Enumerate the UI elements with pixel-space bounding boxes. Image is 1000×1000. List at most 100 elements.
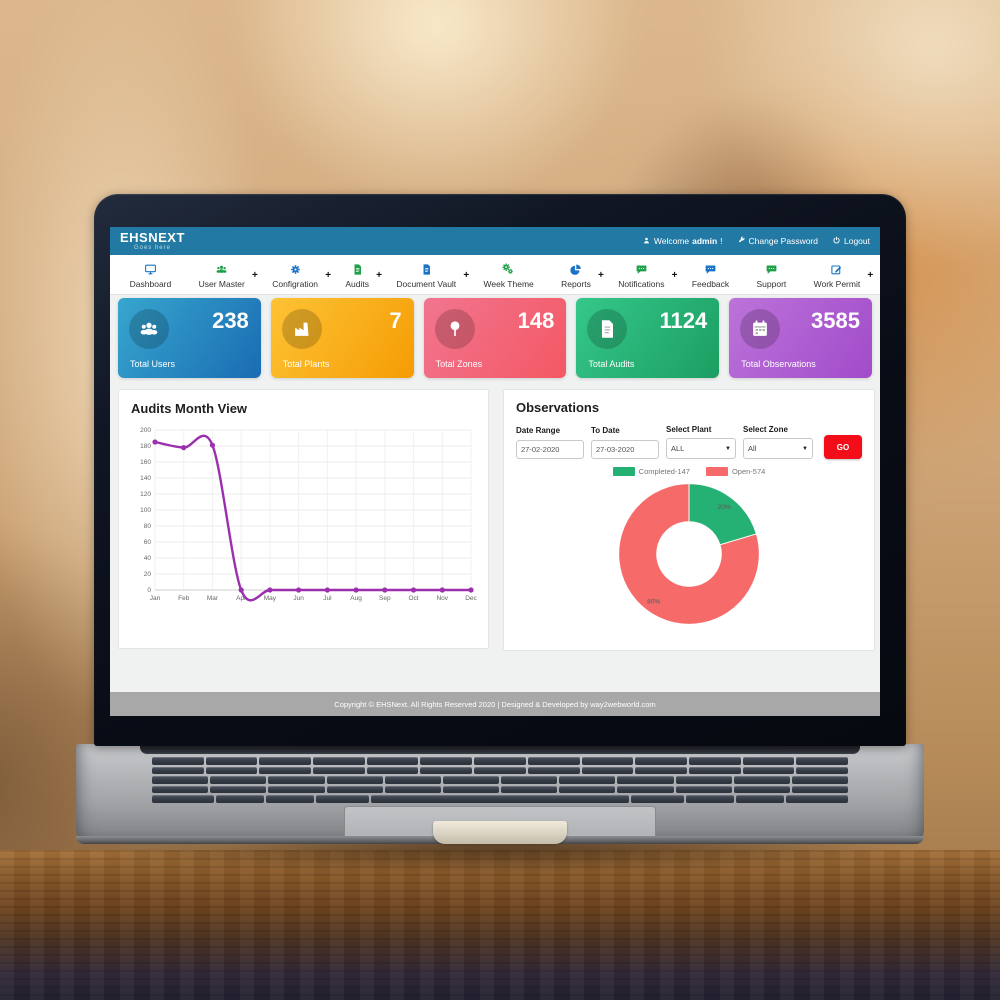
card-label: Total Zones (435, 359, 483, 369)
chat-icon (704, 263, 717, 277)
zone-select-value: All (748, 444, 757, 453)
card-label: Total Observations (741, 359, 816, 369)
date-range-input[interactable] (516, 440, 584, 459)
keyboard-key (216, 795, 265, 803)
chat-icon (635, 263, 648, 277)
nav-item-audits[interactable]: Audits + (337, 261, 382, 289)
footer-text: Copyright © EHSNext. All Rights Reserved… (334, 699, 656, 709)
calendar-icon (740, 309, 781, 349)
username: admin (692, 236, 718, 246)
keyboard-row (152, 795, 848, 803)
nav-item-user-master[interactable]: User Master + (191, 261, 258, 289)
chevron-down-icon: ▼ (802, 445, 808, 452)
svg-text:20: 20 (144, 571, 152, 578)
chevron-down-icon: ▼ (725, 445, 731, 452)
observations-panel: Observations Date Range To Date (503, 389, 875, 651)
legend-item: Completed-147 (612, 467, 690, 476)
nav-item-feedback[interactable]: Feedback (684, 261, 737, 289)
keyboard-key (501, 785, 558, 794)
welcome-suffix: ! (720, 236, 723, 246)
keyboard-key (617, 776, 674, 784)
keyboard-key (733, 785, 790, 794)
change-password-link[interactable]: Change Password (737, 236, 818, 247)
stat-card-total-zones: 148 Total Zones (423, 298, 567, 378)
svg-text:80%: 80% (647, 599, 660, 606)
keyboard-key (384, 776, 441, 784)
nav-item-dashboard[interactable]: Dashboard (122, 261, 180, 289)
plus-indicator: + (671, 269, 678, 281)
keyboard-key (527, 766, 580, 775)
stat-card-total-plants: 7 Total Plants (270, 298, 414, 378)
keyboard-key (313, 766, 365, 775)
nav-item-label: Dashboard (129, 278, 172, 289)
keyboard-key (326, 785, 383, 794)
keyboard-key (742, 757, 795, 765)
laptop-keyboard (152, 757, 849, 803)
svg-text:100: 100 (140, 507, 151, 514)
nav-item-document-vault[interactable]: Document Vault + (388, 261, 469, 289)
welcome-text: Welcome (653, 236, 690, 246)
stat-cards-row: 238 Total Users 7 Total Plants 148 Total Zone… (118, 298, 872, 378)
card-label: Total Users (130, 359, 176, 369)
go-button[interactable]: GO (824, 435, 862, 459)
keyboard-key (791, 785, 849, 794)
keyboard-key (581, 757, 634, 765)
plus-indicator: + (325, 269, 332, 281)
nav-item-notifications[interactable]: Notifications + (610, 261, 678, 289)
keyboard-key (210, 776, 267, 784)
to-date-label: To Date (591, 426, 620, 435)
change-password-label: Change Password (748, 236, 818, 246)
keyboard-key (527, 757, 580, 765)
keyboard-key (326, 776, 383, 784)
keyboard-key (384, 785, 441, 794)
select-plant-field: Select Plant ALL ▼ (666, 425, 736, 459)
plus-indicator: + (463, 269, 470, 281)
card-value: 1124 (659, 308, 708, 333)
brand-tagline: Goes here (133, 245, 171, 251)
keyboard-key (210, 785, 267, 794)
nav-item-label: Support (756, 278, 787, 289)
nav-item-work-permit[interactable]: Work Permit + (806, 261, 873, 289)
keyboard-key (259, 757, 312, 765)
welcome-user: Welcome admin ! (642, 236, 723, 247)
brand-name: EHSNEXT (120, 230, 185, 245)
keyboard-key (259, 766, 312, 775)
svg-text:Nov: Nov (436, 595, 448, 602)
svg-text:Feb: Feb (178, 595, 190, 602)
keyboard-key (152, 776, 209, 784)
keyboard-key (791, 776, 849, 784)
keyboard-key (675, 776, 732, 784)
nav-item-label: Configration (272, 278, 319, 289)
keyboard-key (205, 766, 258, 775)
svg-text:Apr: Apr (236, 595, 247, 602)
select-zone-field: Select Zone All ▼ (743, 425, 813, 459)
keyboard-key (152, 766, 204, 775)
svg-text:Sep: Sep (379, 595, 391, 602)
plant-select[interactable]: ALL ▼ (666, 438, 736, 459)
logout-link[interactable]: Logout (832, 236, 870, 247)
svg-text:Dec: Dec (465, 595, 477, 602)
nav-item-support[interactable]: Support (749, 261, 795, 289)
svg-text:140: 140 (140, 475, 151, 482)
keyboard-key (266, 795, 315, 803)
pie-chart-icon (569, 263, 582, 277)
nav-item-reports[interactable]: Reports + (553, 261, 604, 289)
audits-month-view-panel: Audits Month View 0 20 40 60 80 100 120 140 160 1… (118, 389, 489, 649)
nav-item-label: Reports (561, 278, 591, 289)
nav-item-label: User Master (198, 278, 245, 289)
factory-icon (281, 309, 322, 349)
keyboard-key (420, 766, 473, 775)
keyboard-key (796, 766, 848, 775)
keyboard-key (785, 795, 848, 803)
keyboard-key (617, 785, 674, 794)
laptop-lid-notch (433, 821, 567, 844)
gears-icon (502, 263, 515, 277)
zone-select[interactable]: All ▼ (743, 438, 813, 459)
audits-panel-title: Audits Month View (131, 401, 248, 416)
keyboard-key (742, 766, 795, 775)
nav-item-week-theme[interactable]: Week Theme (476, 261, 542, 289)
desktop-icon (144, 263, 157, 277)
nav-item-configration[interactable]: Configration + (264, 261, 331, 289)
to-date-input[interactable] (591, 440, 659, 459)
